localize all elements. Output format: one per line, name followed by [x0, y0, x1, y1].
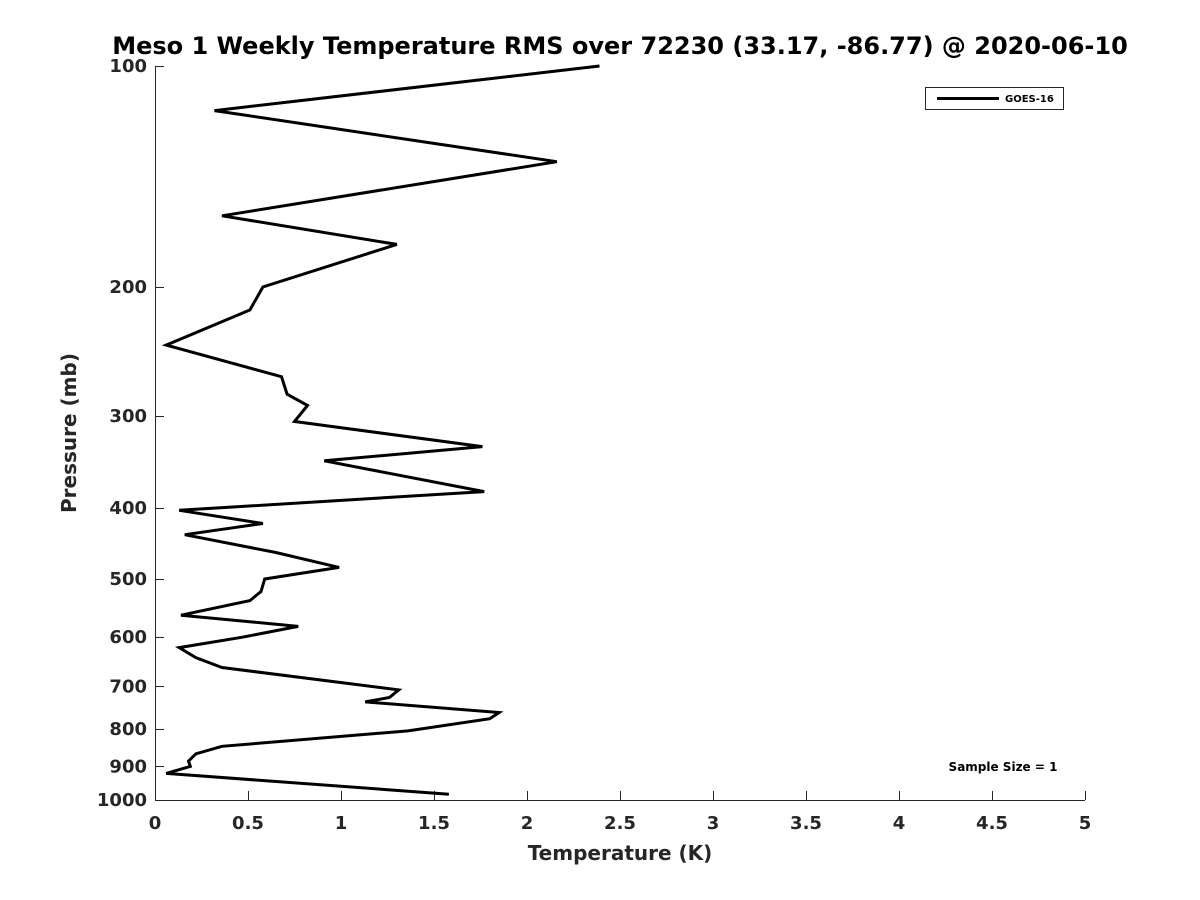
x-tick-label: 2.5: [604, 813, 636, 834]
legend: GOES-16: [925, 87, 1064, 110]
chart-title: Meso 1 Weekly Temperature RMS over 72230…: [112, 32, 1128, 60]
y-tick-label: 1000: [97, 790, 147, 811]
y-ticks: 100 200 300 400 500 600 700 800 900 1000: [97, 56, 164, 811]
y-axis-label: Pressure (mb): [57, 353, 81, 513]
x-tick-label: 3: [707, 813, 720, 834]
plot-area: [155, 66, 1085, 801]
series-line-goes-16: [161, 64, 600, 796]
x-ticks: 0 0.5 1 1.5 2 2.5 3 3.5 4 4.5 5: [149, 791, 1092, 834]
y-tick-label: 800: [109, 719, 147, 740]
y-tick-label: 100: [109, 56, 147, 77]
x-tick-label: 0.5: [232, 813, 264, 834]
x-tick-label: 3.5: [790, 813, 822, 834]
x-tick-label: 4: [893, 813, 906, 834]
x-tick-label: 1.5: [418, 813, 450, 834]
x-tick-label: 0: [149, 813, 162, 834]
x-tick-label: 5: [1079, 813, 1092, 834]
x-axis-label: Temperature (K): [528, 841, 713, 865]
legend-label: GOES-16: [1005, 94, 1054, 105]
y-tick-label: 400: [109, 498, 147, 519]
y-tick-label: 700: [109, 676, 147, 697]
y-tick-label: 600: [109, 627, 147, 648]
x-tick-label: 4.5: [976, 813, 1008, 834]
y-tick-label: 300: [109, 406, 147, 427]
y-tick-label: 500: [109, 569, 147, 590]
sample-size-annotation: Sample Size = 1: [949, 760, 1058, 774]
y-tick-label: 200: [109, 277, 147, 298]
x-tick-label: 2: [521, 813, 534, 834]
y-tick-label: 900: [109, 756, 147, 777]
x-tick-label: 1: [335, 813, 348, 834]
series-layer: [161, 64, 600, 796]
